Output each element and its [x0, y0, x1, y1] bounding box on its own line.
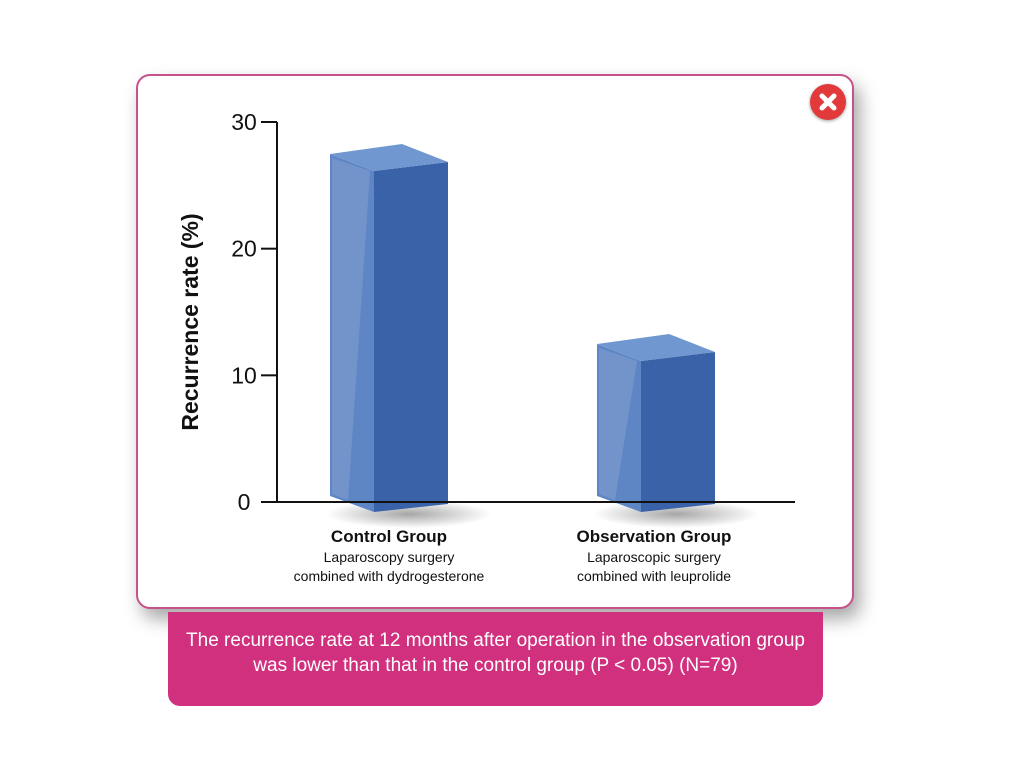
y-tick-label: 10 — [231, 362, 257, 388]
x-category-sublabel: combined with dydrogesterone — [294, 568, 485, 584]
y-tick-label: 20 — [231, 236, 257, 262]
x-category-sublabel: Laparoscopy surgery — [324, 549, 455, 565]
bar-1 — [326, 144, 492, 528]
chart-caption: The recurrence rate at 12 months after o… — [168, 612, 823, 706]
bar-2 — [593, 334, 759, 528]
close-button[interactable] — [810, 84, 846, 120]
x-category-sublabel: Laparoscopic surgery — [587, 549, 721, 565]
close-icon — [819, 93, 837, 111]
caption-text: The recurrence rate at 12 months after o… — [186, 630, 805, 676]
x-category-label: Observation Group — [577, 527, 732, 546]
x-category-sublabel: combined with leuprolide — [577, 568, 731, 584]
y-axis-label: Recurrence rate (%) — [177, 213, 203, 430]
x-category-label: Control Group — [331, 527, 447, 546]
y-tick-label: 30 — [231, 109, 257, 135]
y-tick-label: 0 — [238, 489, 251, 515]
